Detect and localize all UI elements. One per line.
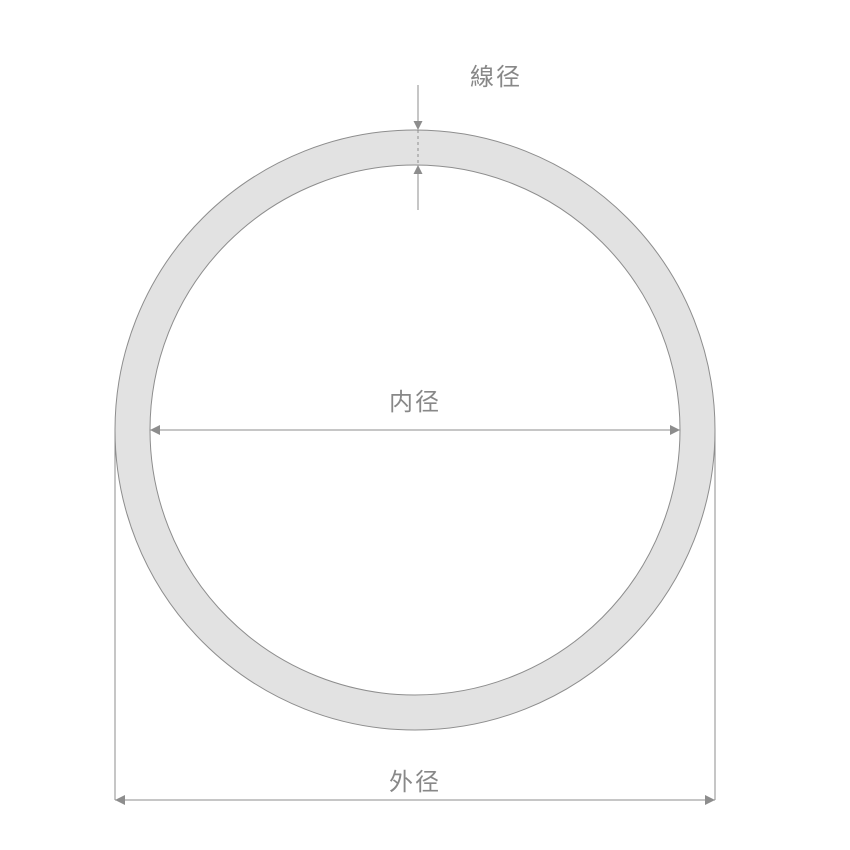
ring-dimension-diagram: 内径外径 線径 bbox=[0, 0, 850, 850]
outer-diameter-label: 外径 bbox=[389, 769, 441, 796]
inner-diameter-label: 内径 bbox=[389, 389, 441, 416]
wire-diameter-label: 線径 bbox=[470, 64, 522, 91]
